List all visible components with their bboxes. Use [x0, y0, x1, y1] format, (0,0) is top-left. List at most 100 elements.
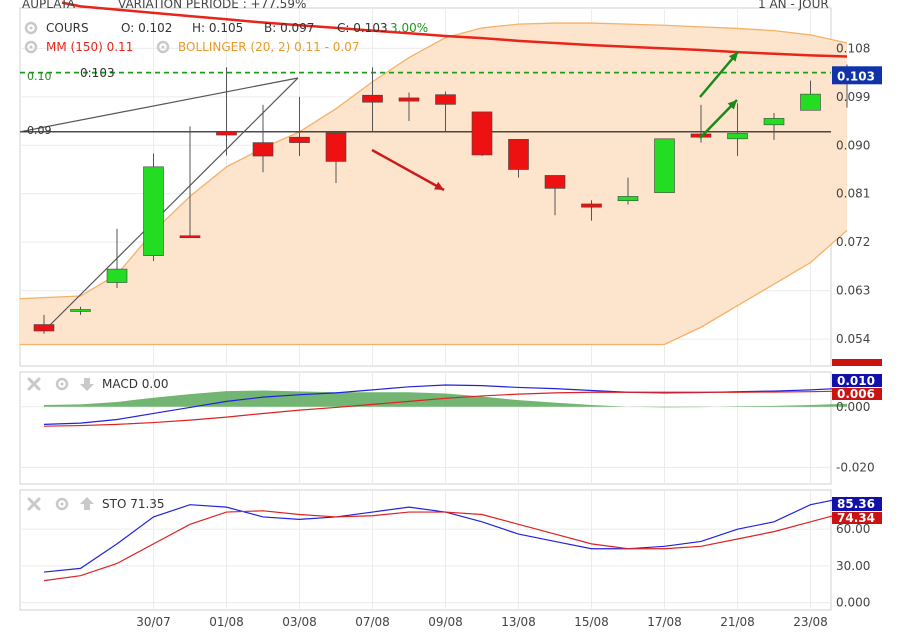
- period-selector[interactable]: 1 AN - JOUR: [758, 0, 829, 11]
- price-tick-label: 0.054: [836, 332, 870, 346]
- price-tick-label: 0.081: [836, 187, 870, 201]
- variation-label: VARIATION PERIODE : +77.59%: [118, 0, 306, 11]
- x-tick-label: 17/08: [647, 615, 682, 629]
- sto-d-last-label: 74.34: [837, 511, 875, 525]
- sto-tick-label: 0.000: [836, 596, 870, 610]
- macd-signal-line: [43, 390, 848, 427]
- candle-up: [106, 268, 128, 283]
- candle-down: [581, 203, 602, 208]
- up-arrow-head: [728, 52, 738, 62]
- axes: 30/07 01/08 03/08 07/08 09/08 13/08 15/08 17/08…: [136, 41, 882, 629]
- gear-icon[interactable]: [24, 21, 38, 35]
- sto-d-line: [43, 510, 848, 582]
- candle-up: [727, 133, 748, 140]
- candle-down: [544, 175, 566, 189]
- candle-down: [435, 94, 456, 105]
- candle-down: [33, 324, 55, 332]
- x-tick-label: 07/08: [355, 615, 390, 629]
- sto-k-last-label: 85.36: [837, 497, 875, 511]
- candle-down: [362, 94, 383, 103]
- arrow-up-icon[interactable]: [80, 497, 94, 510]
- candle-down: [252, 142, 274, 157]
- gear-icon[interactable]: [55, 377, 69, 391]
- macd-tick-label: -0.020: [836, 460, 875, 474]
- candle-down: [508, 139, 529, 170]
- macd-label: MACD 0.00: [102, 377, 169, 391]
- candle-down: [471, 111, 493, 156]
- macd-histogram: [44, 390, 847, 408]
- candle-down: [398, 97, 420, 102]
- x-tick-label: 09/08: [428, 615, 463, 629]
- hidden-label-box: [832, 359, 882, 366]
- candle-down: [216, 130, 237, 136]
- macd-tick-label: 0.000: [836, 400, 870, 414]
- change-value: 3.00%: [390, 21, 428, 35]
- price-tick-label: 0.072: [836, 235, 870, 249]
- up-arrow-head: [727, 100, 737, 110]
- cours-label: COURS: [46, 21, 89, 35]
- last-price-label: 0.103: [837, 69, 875, 83]
- down-arrow-shaft: [371, 148, 445, 192]
- open-value: O: 0.102: [121, 21, 172, 35]
- x-tick-label: 03/08: [282, 615, 317, 629]
- up-arrow-shaft: [699, 51, 739, 98]
- candle-up: [70, 309, 91, 312]
- sto-d-last-box: [832, 512, 882, 524]
- last-price-box: [832, 66, 882, 85]
- x-tick-label: 30/07: [136, 615, 171, 629]
- macd-last-box: [832, 374, 882, 387]
- price-tick-label: 0.063: [836, 284, 870, 298]
- high-value: H: 0.105: [192, 21, 243, 35]
- x-tick-label: 21/08: [720, 615, 755, 629]
- trend-line: [19, 77, 299, 133]
- close-value: C: 0.103: [337, 21, 388, 35]
- macd-last-label: 0.010: [837, 374, 875, 388]
- signal-last-label: 0.006: [837, 387, 875, 401]
- arrow-down-icon[interactable]: [80, 378, 94, 391]
- level-009-label: 0.09: [27, 124, 52, 137]
- candle-up: [763, 118, 785, 126]
- gear-icon[interactable]: [55, 497, 69, 511]
- candle-down: [289, 136, 310, 143]
- sto-legend: STO 71.35: [27, 497, 165, 511]
- sto-tick-label: 30.00: [836, 559, 870, 573]
- bollinger-legend: BOLLINGER (20, 2) 0.11 - 0.07: [178, 40, 360, 54]
- sto-label: STO 71.35: [102, 497, 165, 511]
- price-levels: [20, 71, 831, 133]
- x-tick-label: 15/08: [574, 615, 609, 629]
- x-tick-label: 23/08: [793, 615, 828, 629]
- candle-up: [143, 166, 164, 256]
- x-tick-label: 13/08: [501, 615, 536, 629]
- level-010-value: 0:103: [80, 66, 115, 80]
- trend-arrows: [371, 51, 739, 192]
- bollinger-lower-line: [20, 229, 848, 346]
- price-tick-label: 0.108: [836, 41, 870, 55]
- trend-line: [43, 77, 299, 332]
- indicator-legend: MM (150) 0.11 BOLLINGER (20, 2) 0.11 - 0…: [24, 40, 360, 54]
- close-icon[interactable]: [27, 377, 41, 391]
- moving-average-line: [61, 1, 848, 58]
- candle-up: [800, 93, 821, 111]
- close-icon[interactable]: [27, 497, 41, 511]
- candle-down: [179, 235, 201, 239]
- cours-legend: COURS O: 0.102 H: 0.105 B: 0.097 C: 0.10…: [24, 21, 428, 35]
- sto-k-last-box: [832, 497, 882, 511]
- symbol-label: AUPLATA: [22, 0, 76, 11]
- mm150-line: [61, 1, 848, 58]
- trend-lines: [19, 77, 299, 332]
- signal-last-box: [832, 388, 882, 400]
- down-arrow-head: [434, 181, 444, 190]
- candle-up: [617, 196, 639, 202]
- gear-icon[interactable]: [156, 40, 170, 54]
- price-tick-label: 0.099: [836, 90, 870, 104]
- low-value: B: 0.097: [264, 21, 314, 35]
- x-tick-label: 01/08: [209, 615, 244, 629]
- sto-tick-label: 60.00: [836, 522, 870, 536]
- macd-legend: MACD 0.00: [27, 377, 169, 391]
- candle-down: [325, 132, 347, 162]
- gear-icon[interactable]: [24, 40, 38, 54]
- candle-up: [654, 138, 675, 193]
